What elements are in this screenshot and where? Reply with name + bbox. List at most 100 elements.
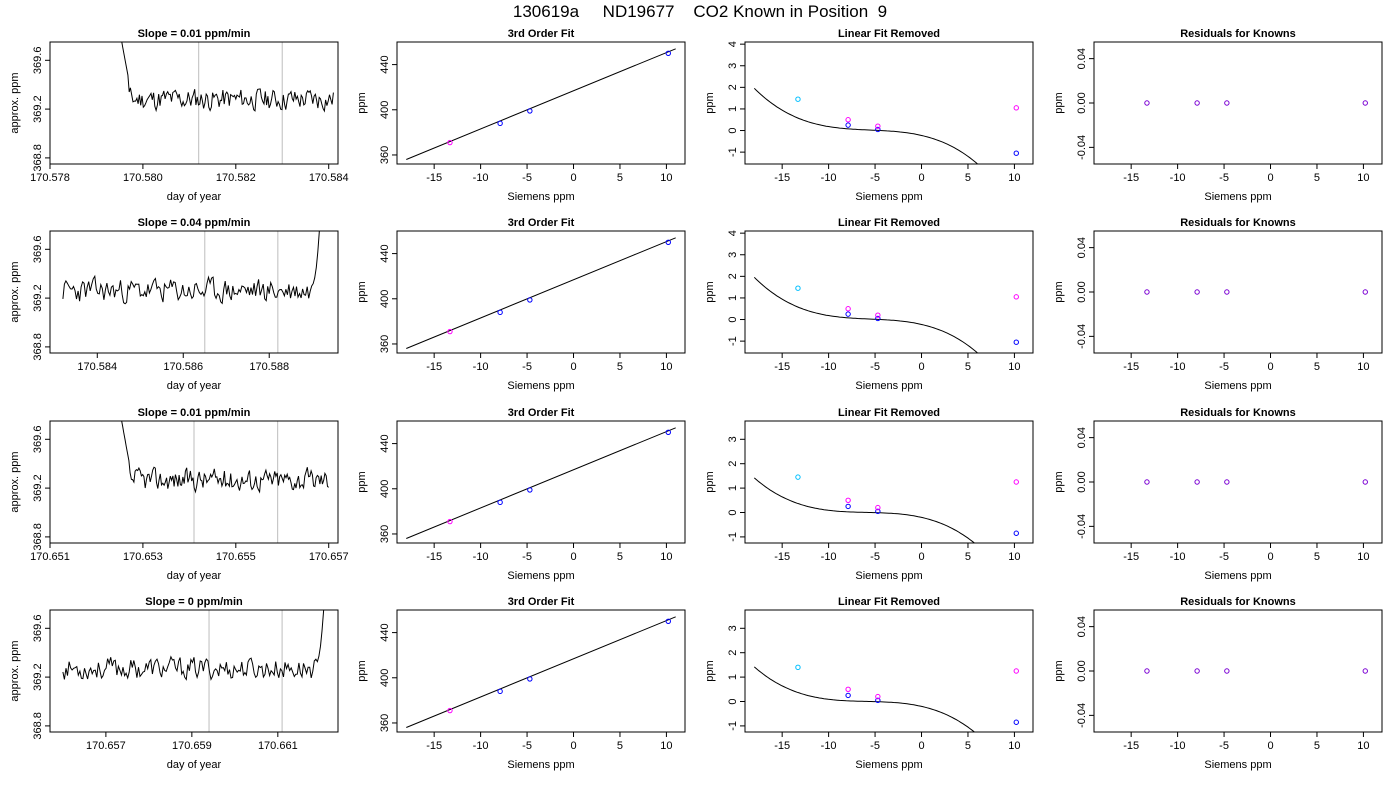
- y-axis-label: ppm: [356, 660, 368, 681]
- y-tick-label: 3: [727, 63, 739, 69]
- x-tick-label: 0: [570, 361, 576, 373]
- data-point: [1144, 479, 1150, 485]
- x-tick-label: 10: [660, 172, 672, 184]
- x-tick-label: 170.655: [216, 551, 256, 563]
- data-point: [497, 120, 503, 127]
- y-tick-label: 2: [727, 650, 739, 656]
- y-tick-label: 369.2: [32, 474, 44, 502]
- y-tick-label: 1: [727, 485, 739, 491]
- fit-line: [406, 237, 676, 349]
- y-tick-label: 3: [727, 436, 739, 442]
- y-tick-label: 0.04: [1076, 48, 1088, 69]
- y-axis-label: ppm: [356, 92, 368, 113]
- data-point: [1013, 150, 1019, 156]
- x-tick-label: 0: [570, 172, 576, 184]
- plot-frame: [744, 41, 1034, 165]
- y-axis-label: ppm: [356, 471, 368, 492]
- x-tick-label: 10: [1357, 551, 1369, 563]
- x-axis-label: Siemens ppm: [1204, 759, 1271, 771]
- x-tick-label: -10: [1170, 551, 1186, 563]
- panel-title: Slope = 0.01 ppm/min: [138, 407, 251, 419]
- x-tick-label: -15: [426, 172, 442, 184]
- plot-frame: [49, 41, 339, 165]
- x-tick-label: -10: [473, 361, 489, 373]
- data-point: [845, 306, 851, 312]
- x-tick-label: 5: [965, 172, 971, 184]
- plot-frame: [396, 230, 686, 354]
- y-tick-label: 0.00: [1076, 660, 1088, 681]
- panel-title: Residuals for Knowns: [1180, 28, 1296, 40]
- chart-panel-12: -15 -10 -5 0 5 10 -0.04 0.00 0.04 Residuals for K…: [1053, 407, 1383, 582]
- x-axis-label: Siemens ppm: [507, 380, 574, 392]
- x-tick-label: 0: [918, 740, 924, 752]
- data-point: [845, 686, 851, 692]
- y-tick-label: 2: [727, 273, 739, 279]
- x-axis-label: Siemens ppm: [855, 759, 922, 771]
- data-point: [1013, 668, 1019, 674]
- x-tick-label: 0: [1267, 172, 1273, 184]
- x-tick-label: 170.582: [216, 172, 256, 184]
- page-title: 130619a ND19677 CO2 Known in Position 9: [512, 2, 888, 21]
- x-tick-label: -15: [426, 740, 442, 752]
- y-tick-label: 0.04: [1076, 237, 1088, 258]
- y-tick-label: 4: [727, 41, 739, 47]
- x-tick-label: 10: [1008, 172, 1020, 184]
- x-tick-label: 0: [918, 361, 924, 373]
- data-point: [875, 508, 881, 514]
- data-point: [1013, 105, 1019, 111]
- x-axis-label: Siemens ppm: [507, 191, 574, 203]
- data-point: [1013, 530, 1019, 536]
- y-tick-label: 2: [727, 84, 739, 90]
- x-axis-label: Siemens ppm: [507, 759, 574, 771]
- y-axis-label: ppm: [356, 281, 368, 302]
- series-trace: [121, 421, 329, 494]
- y-tick-label: 368.8: [32, 333, 44, 361]
- x-tick-label: 10: [660, 551, 672, 563]
- data-point: [1224, 668, 1230, 674]
- y-axis-label: approx. ppm: [9, 640, 21, 701]
- data-point: [1194, 479, 1200, 485]
- data-point: [497, 309, 503, 316]
- data-point: [1362, 289, 1368, 295]
- y-tick-label: 369.2: [32, 284, 44, 312]
- data-point: [527, 676, 533, 682]
- x-tick-label: 5: [617, 551, 623, 563]
- x-tick-label: 10: [1357, 740, 1369, 752]
- y-tick-label: -1: [727, 147, 739, 157]
- data-point: [875, 123, 881, 129]
- data-point: [527, 487, 533, 493]
- plot-area: [1144, 289, 1368, 295]
- y-tick-label: 440: [379, 244, 391, 262]
- x-axis-label: day of year: [167, 759, 222, 771]
- panel-title: Residuals for Knowns: [1180, 407, 1296, 419]
- panel-title: Linear Fit Removed: [838, 28, 940, 40]
- x-tick-label: -5: [1219, 551, 1229, 563]
- x-axis-label: Siemens ppm: [1204, 191, 1271, 203]
- data-point: [1144, 668, 1150, 674]
- x-tick-label: 5: [617, 361, 623, 373]
- x-tick-label: -10: [473, 172, 489, 184]
- x-tick-label: 5: [1314, 172, 1320, 184]
- x-tick-label: 170.661: [258, 740, 298, 752]
- data-point: [795, 474, 801, 480]
- x-tick-label: -5: [1219, 740, 1229, 752]
- chart-panel-2: -15 -10 -5 0 5 10 360 400 440 3rd Order Fit Siemen…: [356, 28, 686, 203]
- data-point: [1194, 668, 1200, 674]
- data-point: [795, 96, 801, 102]
- y-tick-label: 368.8: [32, 712, 44, 740]
- y-tick-label: -0.04: [1076, 703, 1088, 728]
- data-point: [497, 499, 503, 506]
- fit-line: [406, 48, 676, 160]
- data-point: [447, 139, 453, 146]
- fit-curve: [753, 87, 979, 164]
- data-point: [875, 126, 881, 133]
- chart-panel-8: -15 -10 -5 0 5 10 -0.04 0.00 0.04 Residuals for K…: [1053, 217, 1383, 392]
- data-point: [875, 693, 881, 700]
- x-tick-label: 170.657: [309, 551, 349, 563]
- y-tick-label: 0.00: [1076, 471, 1088, 492]
- x-tick-label: 10: [1008, 551, 1020, 563]
- x-axis-label: day of year: [167, 191, 222, 203]
- y-axis-label: ppm: [1053, 92, 1065, 113]
- y-tick-label: 0.00: [1076, 92, 1088, 113]
